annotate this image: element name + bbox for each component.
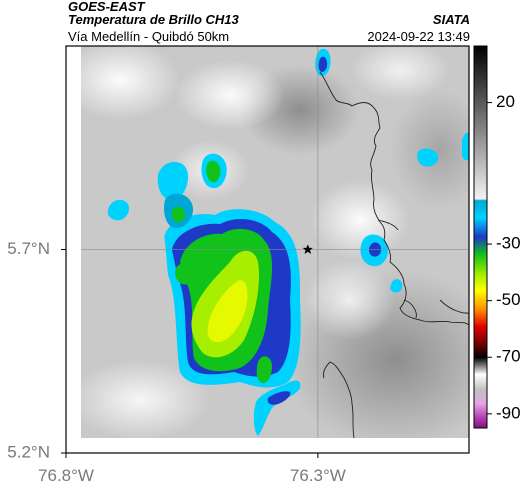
satellite-image bbox=[65, 45, 470, 454]
colorbar-tick-label: -30 bbox=[496, 234, 521, 253]
agency-title: GOES-EAST bbox=[68, 0, 145, 14]
lon-tick-label: 76.3°W bbox=[290, 466, 346, 485]
lon-tick-label: 76.8°W bbox=[38, 466, 94, 485]
lat-tick-label: 5.2°N bbox=[7, 442, 50, 461]
coastline-borders bbox=[319, 71, 469, 438]
colorbar-scale bbox=[473, 45, 488, 429]
colorbar-tick-label: -90 bbox=[496, 403, 521, 422]
lat-tick-label: 5.7°N bbox=[7, 239, 50, 258]
product-title: Temperatura de Brillo CH13 bbox=[68, 12, 239, 27]
colorbar-tick-label: 20 bbox=[496, 92, 515, 111]
lat-axis-ticks: 5.7°N 5.2°N bbox=[7, 239, 66, 461]
colorbar-tick-label: -70 bbox=[496, 347, 521, 366]
colorbar: 20 -30 -50 -70 -90 bbox=[473, 45, 521, 429]
map-gridlines bbox=[81, 46, 469, 438]
lon-axis-ticks: 76.8°W 76.3°W bbox=[38, 453, 346, 485]
datetime-label: 2024-09-22 13:49 bbox=[367, 29, 470, 44]
cold-cloud-top-storm bbox=[107, 48, 469, 436]
colorbar-tick-label: -50 bbox=[496, 290, 521, 309]
location-marker-star-icon bbox=[302, 244, 313, 254]
region-subtitle: Vía Medellín - Quibdó 50km bbox=[68, 29, 230, 44]
organization-label: SIATA bbox=[432, 12, 470, 27]
